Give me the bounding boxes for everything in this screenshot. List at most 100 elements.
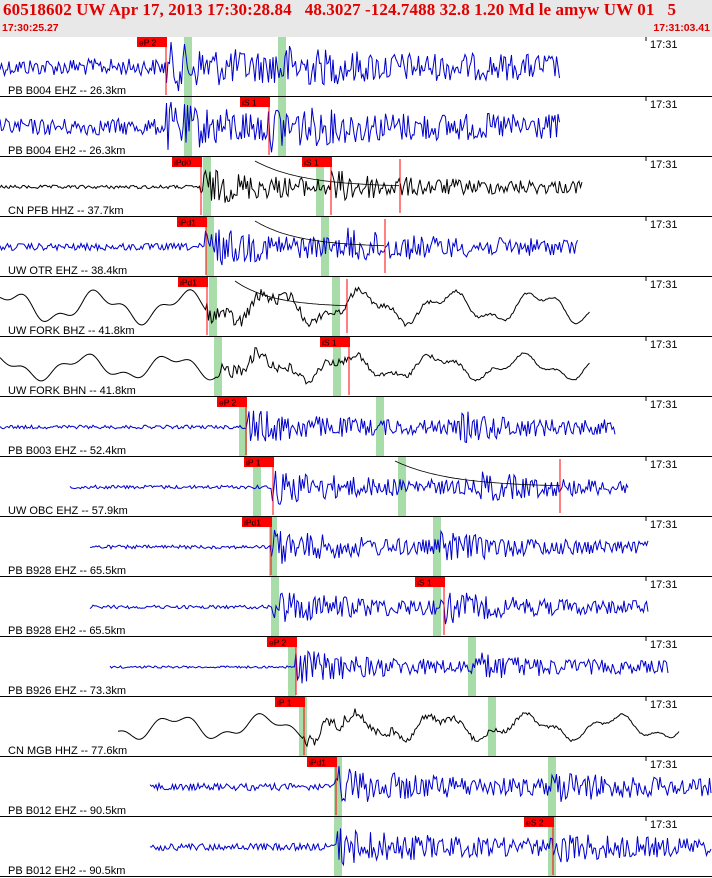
- window-band: [332, 277, 340, 337]
- coda-fit-curve: [394, 460, 561, 487]
- waveform-trace[interactable]: [90, 529, 649, 564]
- pick-flag[interactable]: [307, 757, 337, 767]
- channel-label: UW FORK BHN -- 41.8km: [8, 385, 136, 397]
- pick-label: iPd0: [174, 158, 191, 168]
- window-band: [333, 337, 341, 397]
- channel-label: CN MGB HHZ -- 77.6km: [8, 745, 127, 757]
- time-tick-label: 17:31: [650, 639, 678, 651]
- pick-flag[interactable]: [240, 97, 270, 107]
- time-tick-label: 17:31: [650, 819, 678, 831]
- seismogram-canvas[interactable]: 17:31 eP 2 PB B004 EHZ -- 26.3km 17:31 iS 1 P…: [0, 37, 712, 878]
- time-tick-label: 17:31: [650, 519, 678, 531]
- time-tick-label: 17:31: [650, 399, 678, 411]
- pick-label: eP 2: [269, 638, 287, 648]
- channel-label: PB B926 EHZ -- 73.3km: [8, 685, 126, 697]
- time-tick-label: 17:31: [650, 339, 678, 351]
- pick-label: eP 2: [139, 38, 157, 48]
- time-tick-label: 17:31: [650, 579, 678, 591]
- window-band: [316, 157, 324, 217]
- pick-label: iS 1: [242, 98, 257, 108]
- window-band: [206, 217, 214, 277]
- window-band: [278, 37, 286, 97]
- window-band: [433, 577, 441, 637]
- window-band: [184, 97, 192, 157]
- time-tick-label: 17:31: [650, 699, 678, 711]
- waveform-trace[interactable]: [0, 169, 583, 203]
- pick-label: eS 2: [526, 818, 544, 828]
- pick-flag[interactable]: [242, 517, 272, 527]
- coda-fit-curve: [254, 160, 400, 187]
- end-time-label: 17:31:03.41: [653, 22, 710, 34]
- pick-label: iS 1: [304, 158, 319, 168]
- pick-label: iPd1: [309, 758, 326, 768]
- seismogram-panel[interactable]: 17:31 eP 2 PB B004 EHZ -- 26.3km 17:31 iS 1 P…: [0, 37, 712, 878]
- channel-label: PB B012 EH2 -- 90.5km: [8, 865, 125, 877]
- waveform-trace[interactable]: [117, 708, 680, 748]
- waveform-trace[interactable]: [89, 592, 649, 625]
- waveform-trace[interactable]: [0, 227, 578, 266]
- start-time-label: 17:30:25.27: [2, 22, 59, 34]
- waveform-trace[interactable]: [0, 286, 590, 328]
- pick-flag[interactable]: [217, 397, 247, 407]
- window-band: [278, 97, 286, 157]
- pick-flag[interactable]: [320, 337, 350, 347]
- pick-label: iP 1: [277, 698, 292, 708]
- window-band: [203, 157, 211, 217]
- time-tick-label: 17:31: [650, 159, 678, 171]
- pick-flag[interactable]: [172, 157, 202, 167]
- time-tick-label: 17:31: [650, 279, 678, 291]
- time-tick-label: 17:31: [650, 99, 678, 111]
- channel-label: PB B003 EHZ -- 52.4km: [8, 445, 126, 457]
- pick-flag[interactable]: [302, 157, 332, 167]
- channel-label: PB B004 EH2 -- 26.3km: [8, 145, 125, 157]
- pick-flag[interactable]: [267, 637, 297, 647]
- event-header: 60518602 UW Apr 17, 2013 17:30:28.84 48.…: [0, 0, 712, 37]
- waveform-trace[interactable]: [0, 410, 616, 444]
- pick-flag[interactable]: [177, 217, 207, 227]
- window-band: [239, 397, 247, 457]
- channel-label: UW OTR EHZ -- 38.4km: [8, 265, 127, 277]
- channel-label: UW FORK BHZ -- 41.8km: [8, 325, 135, 337]
- channel-label: PB B928 EH2 -- 65.5km: [8, 625, 125, 637]
- window-band: [209, 277, 217, 337]
- window-band: [376, 397, 384, 457]
- pick-flag[interactable]: [415, 577, 445, 587]
- window-band: [548, 817, 556, 877]
- coda-fit-curve: [254, 220, 385, 247]
- channel-label: PB B012 EHZ -- 90.5km: [8, 805, 126, 817]
- waveform-trace[interactable]: [149, 828, 712, 867]
- waveform-trace[interactable]: [149, 766, 712, 803]
- time-tick-label: 17:31: [650, 219, 678, 231]
- pick-flag[interactable]: [137, 37, 167, 47]
- window-band: [299, 697, 307, 757]
- pick-flag[interactable]: [178, 277, 208, 287]
- waveform-trace[interactable]: [69, 470, 629, 505]
- window-band: [334, 757, 342, 817]
- event-title: 60518602 UW Apr 17, 2013 17:30:28.84 48.…: [3, 0, 677, 19]
- pick-label: iPd1: [244, 518, 261, 528]
- pick-flag[interactable]: [244, 457, 274, 467]
- channel-label: CN PFB HHZ -- 37.7km: [8, 205, 124, 217]
- pick-label: iPd1: [180, 278, 197, 288]
- window-band: [548, 757, 556, 817]
- coda-fit-curve: [234, 280, 347, 307]
- pick-label: iP 1: [246, 458, 261, 468]
- waveform-trace[interactable]: [0, 42, 560, 92]
- pick-label: iS 1: [417, 578, 432, 588]
- pick-flag[interactable]: [524, 817, 554, 827]
- window-band: [271, 577, 279, 637]
- window-band: [488, 697, 496, 757]
- window-band: [184, 37, 192, 97]
- channel-label: UW OBC EHZ -- 57.9km: [8, 505, 128, 517]
- time-tick-label: 17:31: [650, 39, 678, 51]
- pick-label: iS 1: [322, 338, 337, 348]
- waveform-trace[interactable]: [0, 347, 590, 385]
- pick-label: iPd1: [179, 218, 196, 228]
- time-tick-label: 17:31: [650, 459, 678, 471]
- time-tick-label: 17:31: [650, 759, 678, 771]
- pick-label: eP 2: [219, 398, 237, 408]
- waveform-trace[interactable]: [0, 101, 560, 153]
- channel-label: PB B004 EHZ -- 26.3km: [8, 85, 126, 97]
- pick-flag[interactable]: [275, 697, 305, 707]
- waveform-trace[interactable]: [109, 650, 669, 684]
